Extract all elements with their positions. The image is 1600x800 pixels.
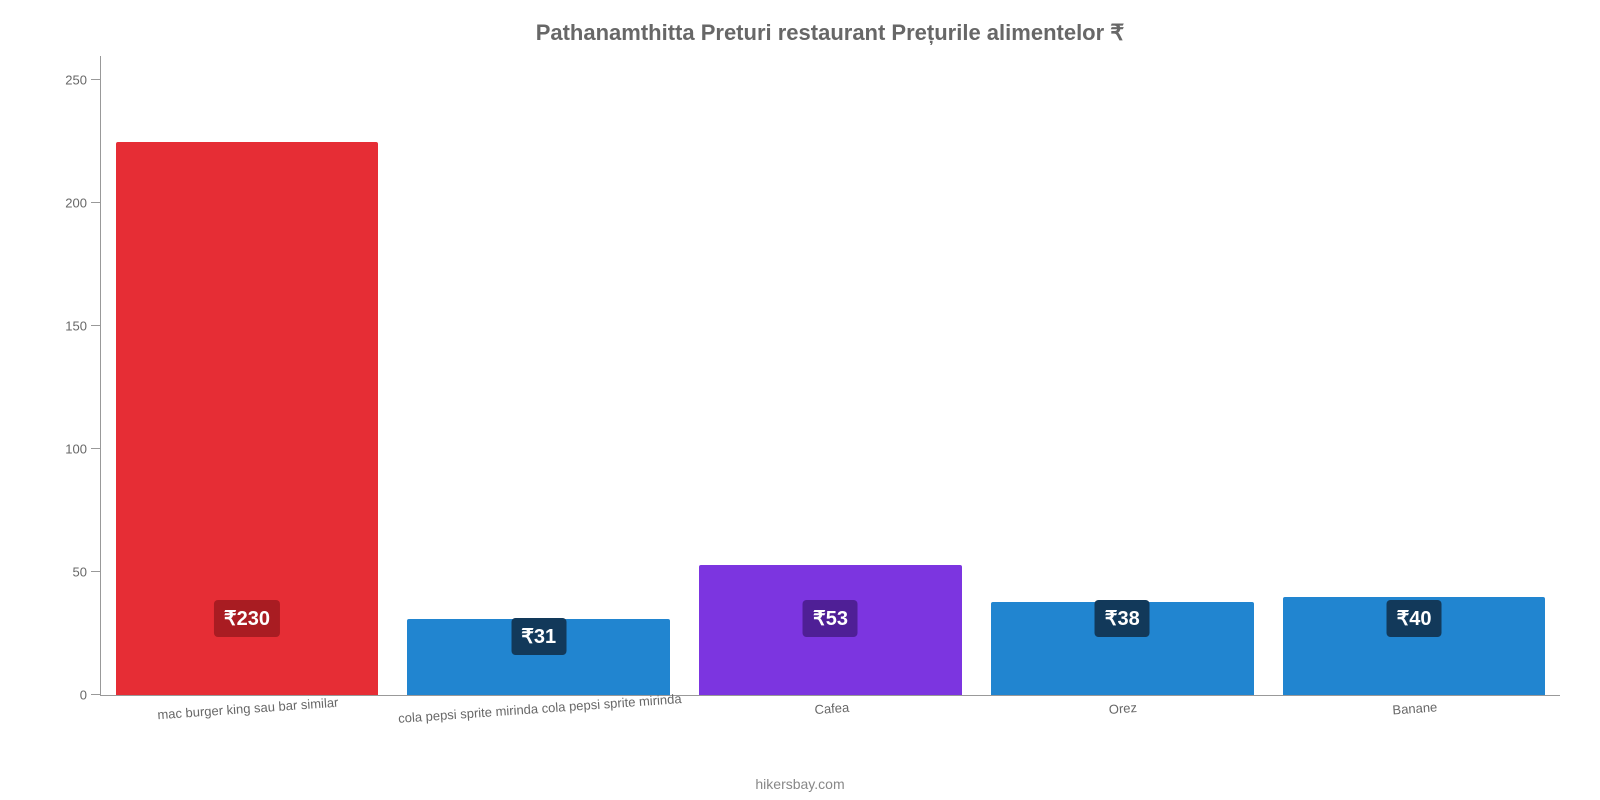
bar: ₹38 bbox=[991, 602, 1254, 695]
bar-slot: ₹230 bbox=[101, 56, 393, 695]
bar-slot: ₹38 bbox=[976, 56, 1268, 695]
bar: ₹40 bbox=[1283, 597, 1546, 695]
chart-container: Pathanamthitta Preturi restaurant Prețur… bbox=[0, 0, 1600, 800]
x-axis-labels: mac burger king sau bar similarcola peps… bbox=[101, 695, 1560, 716]
y-tick-label: 150 bbox=[65, 318, 101, 333]
bars-row: ₹230 ₹31 ₹53 ₹38 ₹40 bbox=[101, 56, 1560, 695]
bar-value-label: ₹40 bbox=[1387, 600, 1442, 637]
bar-slot: ₹53 bbox=[685, 56, 977, 695]
bar-value-label: ₹230 bbox=[214, 600, 280, 637]
bar-value-label: ₹53 bbox=[803, 600, 858, 637]
attribution-text: hikersbay.com bbox=[755, 776, 844, 792]
y-tick-label: 200 bbox=[65, 195, 101, 210]
bar-value-label: ₹38 bbox=[1095, 600, 1150, 637]
bar-slot: ₹31 bbox=[393, 56, 685, 695]
chart-title: Pathanamthitta Preturi restaurant Prețur… bbox=[100, 20, 1560, 46]
bar-slot: ₹40 bbox=[1268, 56, 1560, 695]
y-tick-label: 250 bbox=[65, 72, 101, 87]
bar-value-label: ₹31 bbox=[511, 618, 566, 655]
bar: ₹31 bbox=[407, 619, 670, 695]
y-tick-label: 50 bbox=[73, 564, 101, 579]
bar: ₹53 bbox=[699, 565, 962, 695]
y-tick-label: 100 bbox=[65, 441, 101, 456]
plot-area: ₹230₹31₹53₹38₹40 mac burger king sau bar… bbox=[100, 56, 1560, 696]
y-tick-label: 0 bbox=[80, 688, 101, 703]
bar: ₹230 bbox=[116, 142, 379, 695]
